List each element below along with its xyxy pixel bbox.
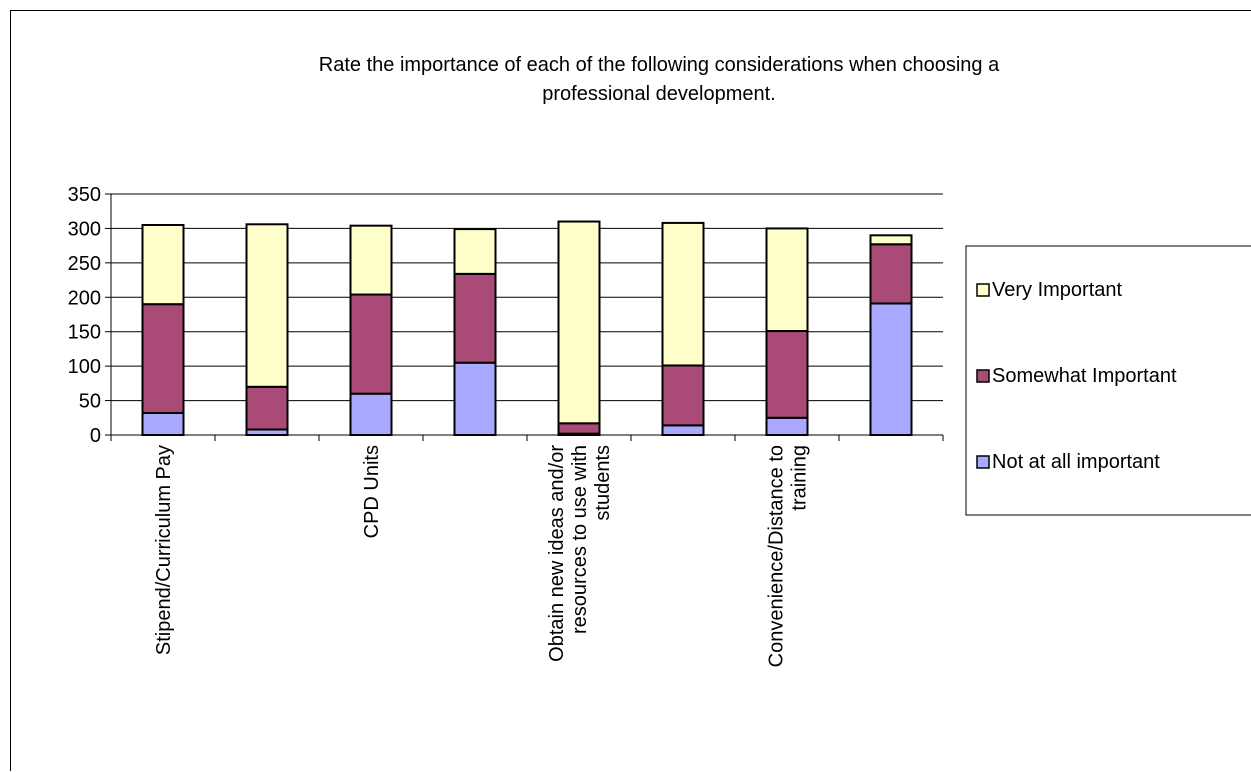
x-category-label: CPD Units [361, 445, 383, 538]
bar-segment-somewhat-important-6 [661, 364, 705, 427]
bar-segment-very-important-3 [349, 224, 393, 296]
bar-segment-somewhat-important-4 [453, 272, 497, 364]
bar-segment-somewhat-important-7 [765, 330, 809, 419]
bar-segment-very-important-6 [661, 221, 705, 367]
bar-segment-somewhat-important-2 [245, 385, 289, 431]
x-category-label: Convenience/Distance to [766, 445, 788, 667]
y-tick-label: 300 [68, 218, 101, 240]
bar-segment-not-at-all-important-8 [869, 302, 913, 436]
x-category-label: Obtain new ideas and/or [546, 445, 568, 662]
bar-segment-not-at-all-important-6 [661, 424, 705, 436]
legend-swatch [976, 283, 990, 297]
legend-swatch [976, 455, 990, 469]
bar-segment-not-at-all-important-3 [349, 392, 393, 436]
chart-title: Rate the importance of each of the follo… [319, 54, 1000, 105]
x-category-label: students [592, 445, 614, 521]
bar-segment-somewhat-important-1 [141, 303, 185, 414]
legend: Very Important Somewhat Important Not at a… [965, 245, 1251, 516]
bar-segment-very-important-2 [245, 223, 289, 388]
bar-segment-not-at-all-important-7 [765, 416, 809, 436]
bar-segment-very-important-5 [557, 220, 601, 425]
bar-segment-somewhat-important-5 [557, 422, 601, 435]
x-axis-category-labels: Stipend/Curriculum Pay CPD Units Obtain ne… [153, 445, 811, 668]
bar-segment-very-important-4 [453, 228, 497, 275]
chart-title-line-2: professional development. [542, 83, 775, 105]
bars [141, 220, 913, 437]
chart-title-line-1: Rate the importance of each of the follo… [319, 54, 1000, 76]
legend-label: Very Important [992, 279, 1123, 301]
y-tick-label: 200 [68, 287, 101, 309]
bar-segment-somewhat-important-3 [349, 293, 393, 395]
chart-frame: Rate the importance of each of the follo… [10, 10, 1251, 771]
y-tick-label: 50 [79, 391, 101, 413]
bar-segment-not-at-all-important-1 [141, 411, 185, 437]
x-category-label: training [789, 445, 811, 511]
y-axis-tick-labels: 0 50 100 150 200 250 300 350 [68, 184, 101, 447]
x-category-label: resources to use with [569, 445, 591, 634]
bar-segment-very-important-8 [869, 234, 913, 246]
axes [110, 194, 944, 441]
gridlines [105, 193, 943, 436]
bar-segment-not-at-all-important-4 [453, 361, 497, 437]
x-category-label: Stipend/Curriculum Pay [153, 445, 175, 655]
y-tick-label: 0 [90, 425, 101, 447]
legend-box [965, 245, 1251, 516]
stacked-bar-chart: Rate the importance of each of the follo… [68, 54, 1251, 668]
y-tick-label: 100 [68, 356, 101, 378]
y-tick-label: 150 [68, 322, 101, 344]
y-tick-label: 350 [68, 184, 101, 206]
y-tick-label: 250 [68, 253, 101, 275]
legend-label: Somewhat Important [992, 365, 1177, 387]
bar-segment-somewhat-important-8 [869, 243, 913, 305]
legend-swatch [976, 369, 990, 383]
bar-segment-very-important-7 [765, 227, 809, 333]
legend-label: Not at all important [992, 451, 1160, 473]
bar-segment-very-important-1 [141, 223, 185, 306]
